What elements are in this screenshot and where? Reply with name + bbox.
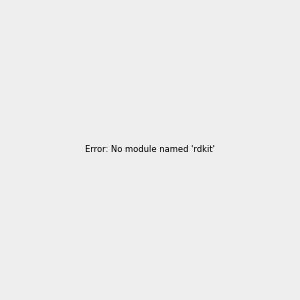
- Text: Error: No module named 'rdkit': Error: No module named 'rdkit': [85, 146, 215, 154]
